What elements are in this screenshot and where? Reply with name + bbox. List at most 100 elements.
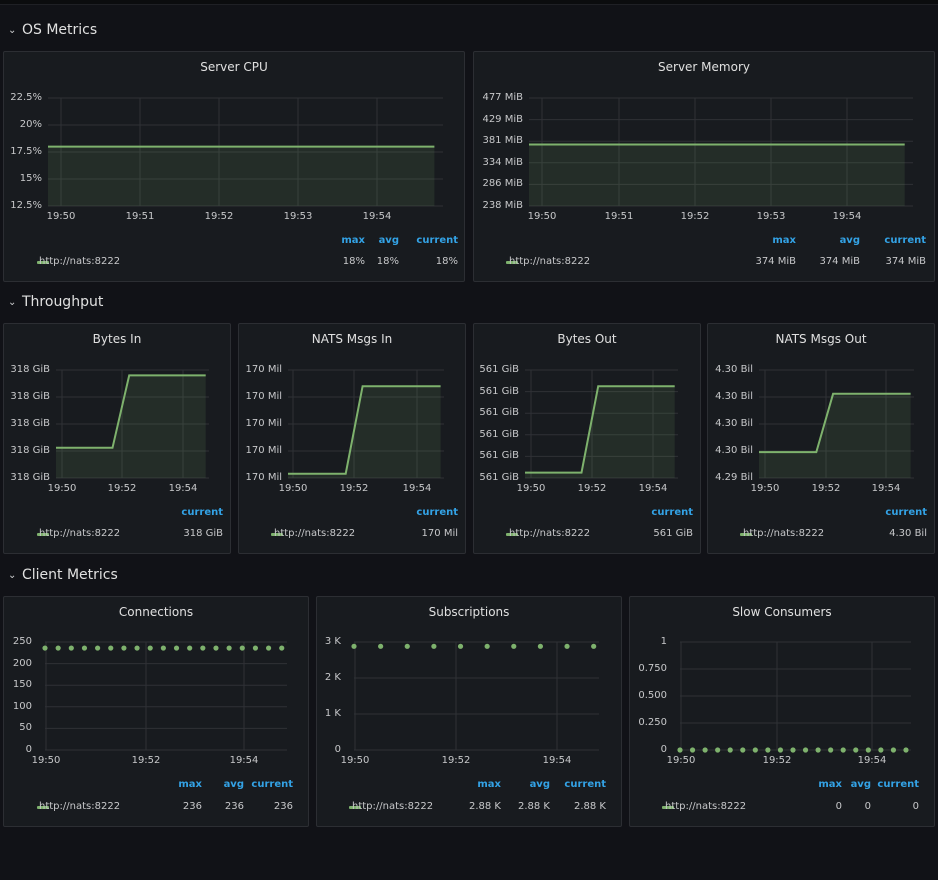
row-os-metrics[interactable]: ⌄ OS Metrics [8,22,97,38]
x-tick-label: 19:54 [402,483,432,494]
legend-header-current[interactable]: current [416,507,458,518]
panel-title[interactable]: Slow Consumers [732,605,832,619]
legend-series-name[interactable]: http://nats:8222 [39,528,121,539]
legend-header-avg[interactable]: avg [378,235,399,246]
row-title: OS Metrics [22,22,98,38]
series-point [134,645,140,651]
legend-header-current[interactable]: current [564,779,606,790]
legend-value: 374 MiB [819,256,860,267]
legend-value: 561 GiB [653,528,693,539]
panel-title[interactable]: NATS Msgs Out [775,332,867,346]
series-point [564,643,570,649]
legend-series-swatch [506,533,518,536]
legend-value: 374 MiB [755,256,796,267]
legend-header-current[interactable]: current [181,507,223,518]
y-tick-label: 150 [12,679,32,691]
series-point [187,645,193,651]
chevron-down-icon: ⌄ [8,569,17,581]
legend-value: 374 MiB [885,256,926,267]
x-tick-label: 19:50 [750,483,780,494]
legend-header-avg[interactable]: avg [850,779,871,790]
series-point [42,645,48,651]
panel-title[interactable]: Subscriptions [428,605,510,619]
legend-header-current[interactable]: current [885,507,927,518]
y-tick-label: 170 Mil [245,418,282,429]
y-tick-label: 1 [660,636,667,647]
row-title: Client Metrics [22,567,118,583]
panel-title[interactable]: Connections [118,605,194,619]
series-point [702,747,708,753]
series-point [689,747,696,753]
series-point [715,747,721,753]
chart-plot-area [351,641,599,751]
x-tick-label: 19:53 [283,211,313,222]
y-tick-label: 318 GiB [10,445,50,456]
y-tick-label: 170 Mil [245,364,282,375]
series-point [511,643,517,649]
legend-header-max[interactable]: max [818,779,842,790]
legend-series-name[interactable]: http://nats:8222 [274,528,356,539]
y-tick-label: 561 GiB [479,364,519,375]
series-line [56,374,206,449]
legend-value: 18% [435,256,458,267]
legend-header-current[interactable]: current [251,779,293,790]
y-tick-label: 0.750 [638,663,667,674]
panel-title[interactable]: Server CPU [200,60,268,74]
series-point [213,645,219,651]
row-throughput[interactable]: ⌄ Throughput [8,294,103,310]
series-point [484,643,490,649]
panel-title[interactable]: Bytes Out [557,332,617,346]
series-area-fill [525,386,675,478]
series-point [727,747,733,753]
panel-title[interactable]: Server Memory [658,60,750,74]
legend-value: 318 GiB [183,528,223,539]
legend-header-current[interactable]: current [884,235,926,246]
legend-series-name[interactable]: http://nats:8222 [509,256,591,267]
series-point [853,747,859,753]
series-area-fill [56,375,206,478]
series-point [95,645,101,651]
y-tick-label: 318 GiB [10,418,50,429]
series-point [279,645,285,651]
legend-header-current[interactable]: current [877,779,919,790]
panel-server-cpu: Server CPU 22.5% 20% 17.5% 15% 12.5% 19:50 19:5… [3,51,465,282]
legend-series-name[interactable]: http://nats:8222 [352,801,434,812]
legend-series-name[interactable]: http://nats:8222 [39,256,121,267]
x-tick-label: 19:52 [131,755,161,766]
y-tick-label: 318 GiB [10,472,50,483]
legend-header-max[interactable]: max [772,235,796,246]
x-tick-label: 19:54 [229,755,259,766]
legend-header-max[interactable]: max [477,779,501,790]
legend-series-swatch [37,533,49,536]
legend-header-avg[interactable]: avg [529,779,550,790]
panel-title[interactable]: NATS Msgs In [311,332,393,346]
legend-header-avg[interactable]: avg [223,779,244,790]
chevron-down-icon: ⌄ [8,24,17,36]
x-tick-label: 19:53 [756,211,786,222]
legend-series-name[interactable]: http://nats:8222 [665,801,747,812]
chart-plot-area [42,641,287,751]
y-tick-label: 429 MiB [482,113,523,125]
chart-plot-area [525,369,678,479]
y-tick-label: 318 GiB [10,364,50,375]
chart-plot-area [48,97,443,207]
series-area-fill [288,386,441,478]
legend-header-current[interactable]: current [416,235,458,246]
legend-value: 0 [912,801,919,812]
legend-header-max[interactable]: max [178,779,202,790]
legend-value: 2.88 K [573,801,606,812]
panel-title[interactable]: Bytes In [92,332,142,346]
legend-header-max[interactable]: max [341,235,365,246]
series-point [68,645,74,651]
legend-series-swatch [506,261,518,264]
series-point [121,645,127,651]
legend-header-avg[interactable]: avg [839,235,860,246]
series-point [404,643,410,649]
legend-header-current[interactable]: current [651,507,693,518]
row-client-metrics[interactable]: ⌄ Client Metrics [8,567,118,583]
legend-series-name[interactable]: http://nats:8222 [743,528,825,539]
chart-plot-area [529,97,913,207]
legend-series-name[interactable]: http://nats:8222 [39,801,121,812]
legend-series-name[interactable]: http://nats:8222 [509,528,591,539]
series-point [81,645,88,651]
